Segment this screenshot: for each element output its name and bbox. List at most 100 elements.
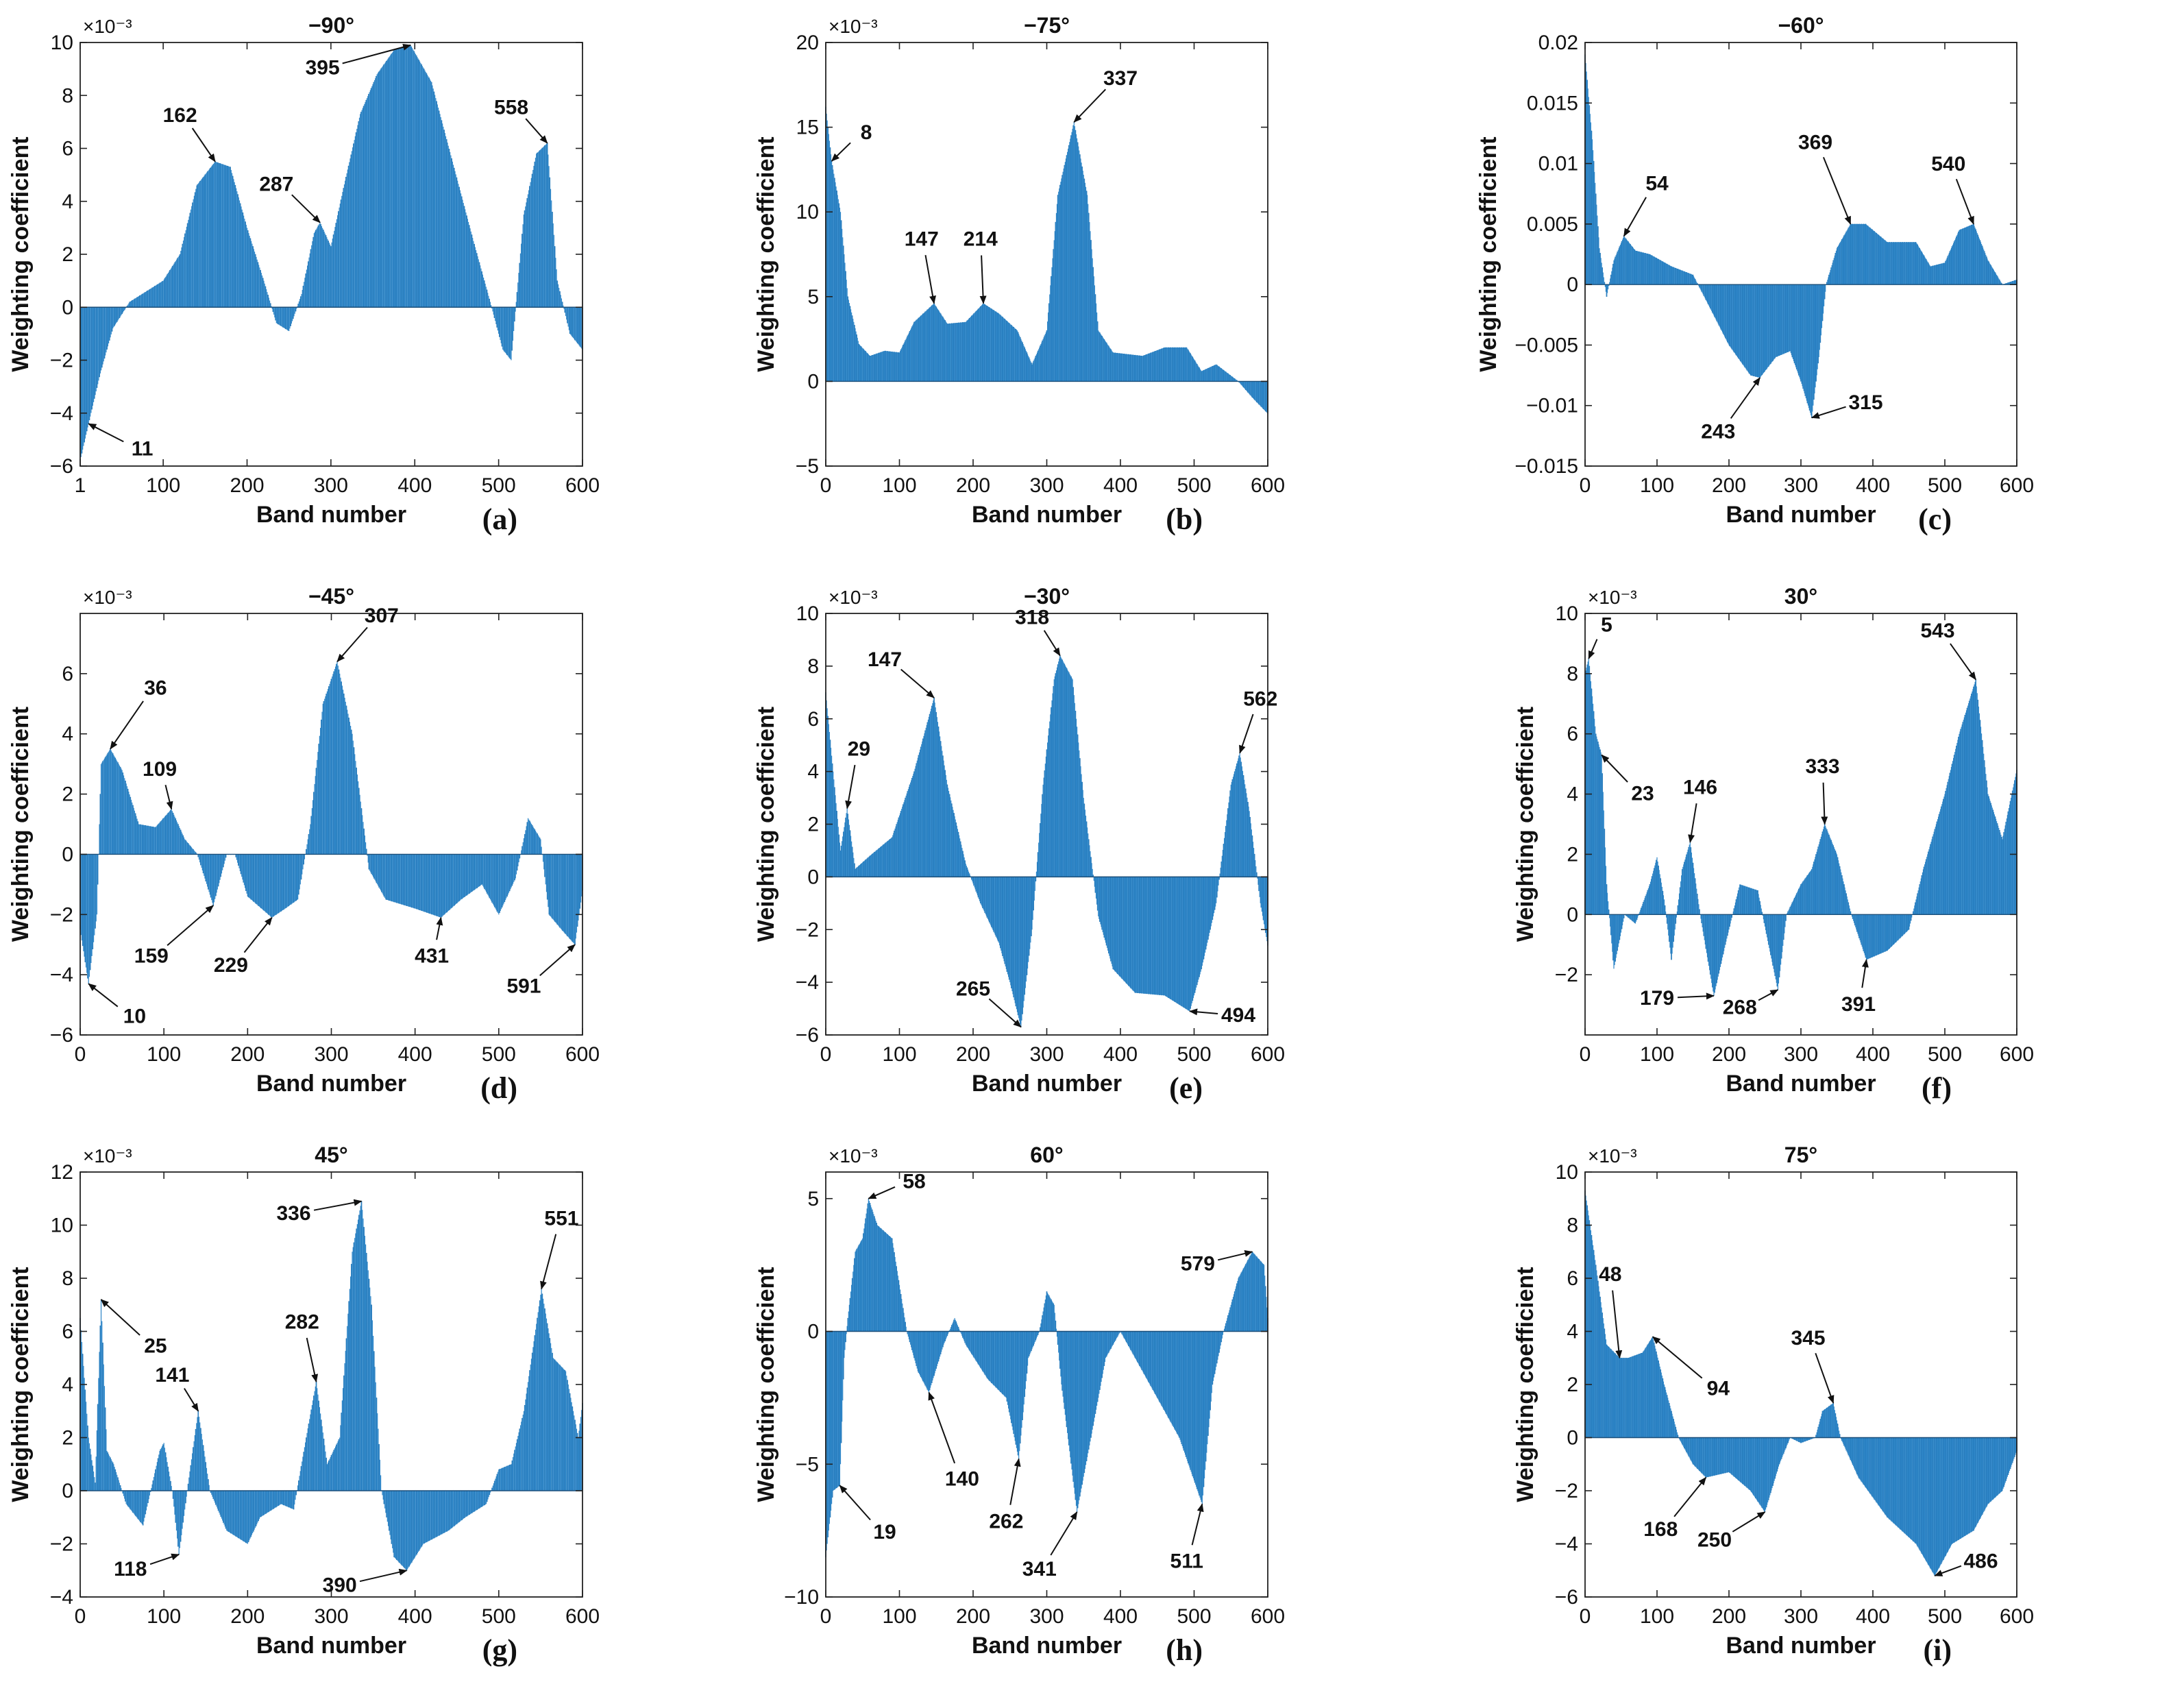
- bar: [1168, 877, 1170, 999]
- bar: [1258, 877, 1260, 892]
- bar: [478, 854, 480, 887]
- y-tick-label: 0.015: [1527, 92, 1578, 114]
- bar: [533, 1341, 535, 1491]
- bar: [1190, 877, 1192, 1006]
- bar: [1075, 130, 1077, 382]
- bar: [2007, 815, 2008, 915]
- bar: [382, 66, 384, 308]
- bar: [533, 828, 535, 855]
- bar: [1016, 330, 1018, 382]
- bar: [576, 307, 578, 343]
- bar: [88, 1443, 90, 1491]
- bar: [182, 243, 184, 308]
- bar: [985, 877, 987, 916]
- bar: [101, 307, 103, 368]
- bar: [350, 154, 352, 308]
- bar: [1676, 268, 1678, 285]
- bar: [927, 309, 929, 382]
- bar: [1991, 266, 1992, 285]
- bar: [471, 234, 473, 308]
- bar: [576, 854, 578, 933]
- bar: [1756, 284, 1758, 378]
- bar: [1651, 255, 1652, 285]
- bar: [1874, 914, 1876, 956]
- bar: [1035, 1331, 1038, 1339]
- bar: [500, 307, 502, 343]
- bar: [1996, 276, 1998, 285]
- bar: [559, 854, 561, 928]
- bar: [916, 1331, 918, 1367]
- x-tick-label: 300: [314, 1043, 348, 1066]
- bar: [1708, 284, 1710, 306]
- bar: [1064, 162, 1066, 382]
- bar: [981, 304, 983, 382]
- bar: [953, 813, 955, 877]
- bar: [1729, 914, 1730, 927]
- bar: [145, 291, 147, 308]
- bar: [314, 783, 315, 855]
- bar: [143, 1491, 145, 1522]
- bar: [1678, 269, 1680, 285]
- bar: [306, 1432, 308, 1491]
- bar: [317, 1394, 319, 1491]
- bar: [998, 877, 1000, 943]
- bar: [1092, 258, 1093, 382]
- bar: [561, 854, 563, 930]
- bar: [1610, 274, 1612, 285]
- y-tick-label: 2: [62, 243, 73, 266]
- bar: [1005, 877, 1006, 967]
- bar: [1266, 381, 1268, 413]
- bar: [1014, 877, 1015, 1001]
- bar: [931, 305, 933, 382]
- bar: [1845, 893, 1847, 915]
- bar: [1734, 284, 1735, 354]
- bar: [500, 854, 501, 912]
- bar: [184, 839, 186, 855]
- bar: [1730, 914, 1731, 924]
- bar: [1717, 284, 1718, 323]
- bar: [371, 854, 372, 875]
- bar: [1887, 242, 1889, 285]
- bar: [461, 196, 463, 308]
- bar: [544, 854, 545, 877]
- bar: [966, 867, 968, 877]
- bar: [1053, 249, 1054, 382]
- bar: [1667, 264, 1669, 285]
- bar: [1827, 280, 1828, 285]
- bar: [304, 854, 306, 859]
- bar: [212, 164, 214, 308]
- bar: [927, 308, 929, 382]
- bar: [570, 1398, 572, 1491]
- y-tick-label: 4: [807, 761, 819, 783]
- bar: [1714, 914, 1715, 993]
- bar: [1028, 877, 1029, 962]
- y-tick-label: −2: [796, 918, 819, 941]
- peak-annotation-label: 11: [132, 438, 154, 461]
- bar: [472, 854, 474, 892]
- bar: [345, 701, 346, 855]
- bar: [1793, 899, 1795, 915]
- bar: [1885, 241, 1887, 285]
- bar: [1739, 284, 1741, 362]
- y-axis-label: Weighting coefficient: [8, 136, 34, 371]
- bar: [570, 307, 572, 335]
- bar: [921, 1331, 922, 1378]
- bar: [874, 1218, 876, 1332]
- x-tick-label: 300: [1784, 474, 1818, 497]
- bar: [513, 307, 515, 332]
- bar: [312, 800, 314, 855]
- bar: [1201, 371, 1203, 382]
- bar: [831, 763, 833, 877]
- bar: [500, 1468, 502, 1491]
- bar: [262, 854, 265, 911]
- bar: [1079, 154, 1081, 382]
- bar: [578, 854, 580, 915]
- bar: [508, 1465, 510, 1491]
- bar: [419, 854, 421, 911]
- bar: [334, 227, 336, 308]
- bar: [1976, 231, 1977, 285]
- bar: [1011, 1331, 1013, 1427]
- bar: [123, 775, 125, 855]
- bar: [293, 854, 295, 903]
- bar: [378, 854, 380, 888]
